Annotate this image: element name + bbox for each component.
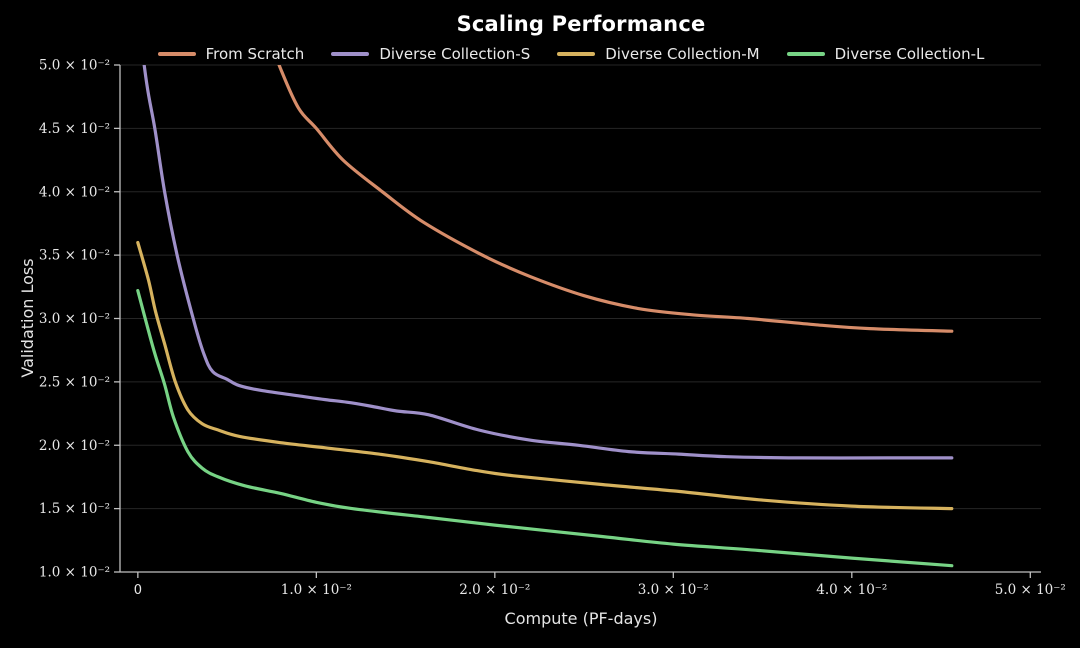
- legend-label: Diverse Collection-M: [605, 45, 760, 63]
- y-tick-label: 4.0 × 10⁻²: [39, 184, 110, 200]
- series-line-diverse-collection-m: [136, 240, 954, 511]
- y-tick-label: 4.5 × 10⁻²: [39, 121, 110, 137]
- x-tick-label: 1.0 × 10⁻²: [281, 582, 352, 598]
- legend-swatch: [786, 52, 825, 56]
- legend-label: From Scratch: [205, 45, 305, 63]
- x-tick-label: 3.0 × 10⁻²: [638, 582, 709, 598]
- legend-label: Diverse Collection-L: [834, 45, 985, 63]
- chart-title: Scaling Performance: [456, 12, 706, 36]
- legend-label: Diverse Collection-S: [379, 45, 531, 63]
- x-axis-label: Compute (PF-days): [504, 609, 658, 628]
- legend-swatch: [557, 52, 596, 56]
- legend-item-diverse-collection-l: Diverse Collection-L: [786, 45, 985, 63]
- series-line-diverse-collection-l: [136, 289, 954, 568]
- legend: From Scratch Diverse Collection-S Diverse …: [62, 45, 1080, 63]
- legend-item-from-scratch: From Scratch: [157, 45, 305, 63]
- legend-swatch: [331, 52, 370, 56]
- y-axis-label: Validation Loss: [18, 258, 37, 378]
- y-tick-label: 1.0 × 10⁻²: [39, 565, 110, 581]
- x-tick-label: 2.0 × 10⁻²: [459, 582, 530, 598]
- y-tick-label: 3.0 × 10⁻²: [39, 311, 110, 327]
- series-line-from-scratch: [277, 65, 954, 333]
- y-tick-label: 2.0 × 10⁻²: [39, 438, 110, 454]
- legend-swatch: [157, 52, 196, 56]
- legend-item-diverse-collection-m: Diverse Collection-M: [557, 45, 760, 63]
- y-tick-label: 3.5 × 10⁻²: [39, 248, 110, 264]
- y-tick-label: 1.5 × 10⁻²: [39, 501, 110, 517]
- y-tick-label: 5.0 × 10⁻²: [39, 58, 110, 74]
- x-tick-label: 5.0 × 10⁻²: [995, 582, 1066, 598]
- x-tick-label: 4.0 × 10⁻²: [816, 582, 887, 598]
- x-tick-label: 0: [134, 583, 142, 598]
- series-line-diverse-collection-s: [142, 65, 954, 460]
- y-tick-label: 2.5 × 10⁻²: [39, 374, 110, 390]
- legend-item-diverse-collection-s: Diverse Collection-S: [331, 45, 530, 63]
